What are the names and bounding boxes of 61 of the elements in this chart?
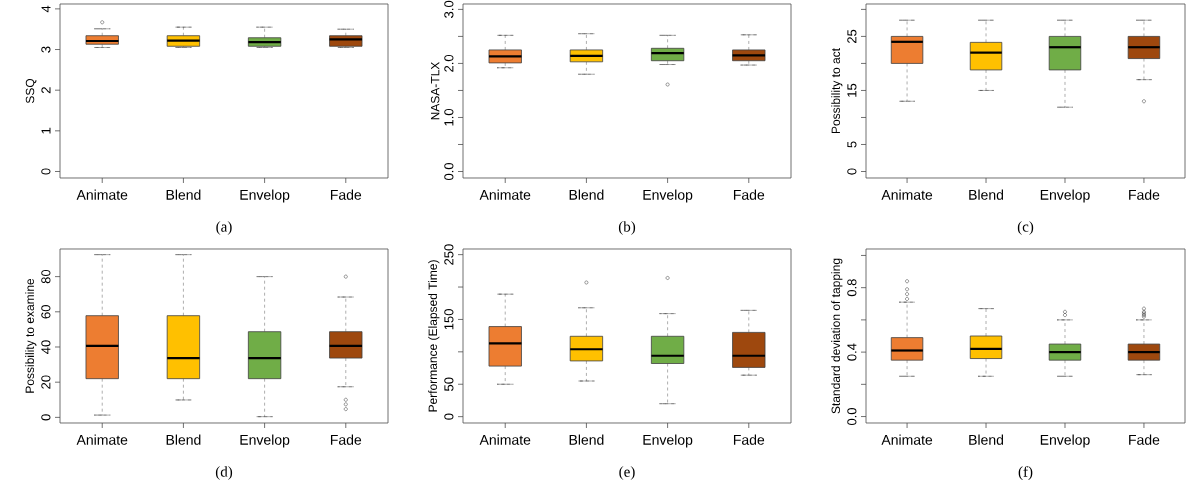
text: (c) [1017, 221, 1034, 235]
x-tick-label: Blend [969, 189, 1004, 200]
y-tick-label: 0 [444, 413, 454, 420]
y-tick-label: 0 [41, 414, 51, 421]
x-tick-label: Envelop [643, 189, 693, 203]
x-tick-label: Blend [166, 434, 201, 445]
y-tick-label: 2.0 [444, 54, 454, 72]
y-tick-label: 250 [444, 244, 454, 265]
y-tick-label: 0.0 [847, 408, 857, 426]
x-tick-label: Blend [969, 434, 1004, 445]
y-tick-label: 1 [41, 127, 51, 134]
x-tick-label: Blend [569, 434, 604, 445]
x-tick-label: Fade [330, 434, 362, 445]
y-tick-label: 3 [41, 46, 51, 53]
text: (d) [215, 466, 233, 480]
x-tick-label: Animate [479, 189, 531, 200]
x-tick-label: Animate [479, 434, 531, 445]
y-tick-label: 25 [847, 29, 857, 43]
x-tick-label: Envelop [240, 189, 290, 203]
y-tick-label: 60 [41, 305, 51, 319]
x-tick-label: Envelop [240, 434, 290, 448]
y-tick-label: 80 [41, 269, 51, 284]
text: (f) [1018, 466, 1033, 480]
y-tick-label: 150 [444, 309, 454, 330]
y-tick-label: 40 [41, 340, 51, 354]
y-axis-title: SSQ [25, 78, 37, 104]
x-tick-label: Animate [76, 434, 128, 445]
x-tick-label: Fade [733, 434, 765, 445]
y-tick-label: 1.0 [444, 108, 454, 126]
text: (a) [216, 221, 232, 235]
y-tick-label: 50 [444, 377, 454, 391]
x-tick-label: Blend [166, 189, 201, 200]
x-tick-label: Blend [569, 189, 604, 200]
x-tick-label: Fade [330, 189, 362, 200]
x-tick-label: Envelop [1040, 434, 1090, 448]
x-tick-label: Envelop [1040, 189, 1090, 203]
y-tick-label: 15 [847, 83, 857, 97]
x-tick-label: Animate [881, 189, 933, 200]
y-tick-label: 2 [41, 87, 51, 94]
text: (b) [618, 221, 636, 235]
x-tick-label: Animate [881, 434, 933, 445]
y-tick-label: 3.0 [444, 0, 454, 18]
y-axis-title: Performance (Elapsed Time) [428, 260, 440, 412]
y-tick-label: 0.0 [444, 162, 454, 181]
x-tick-label: Fade [1129, 434, 1160, 445]
y-tick-label: 0 [847, 168, 857, 175]
y-tick-label: 20 [41, 375, 51, 389]
y-axis-title: Possibility to act [831, 48, 843, 134]
x-tick-label: Animate [76, 189, 128, 200]
y-axis-title: Standard deviation of tapping [831, 258, 843, 414]
y-axis-title: NASA-TLX [430, 61, 440, 120]
x-tick-label: Envelop [643, 434, 693, 448]
y-tick-label: 5 [847, 141, 857, 148]
y-tick-label: 0.4 [847, 343, 857, 361]
text: (e) [619, 466, 635, 480]
y-tick-label: 0 [41, 168, 51, 175]
y-tick-label: 0.8 [847, 279, 857, 297]
y-axis-title: Possibility to examine [25, 278, 37, 393]
x-tick-label: Fade [1129, 189, 1160, 200]
y-tick-label: 4 [41, 5, 51, 13]
x-tick-label: Fade [733, 189, 765, 200]
